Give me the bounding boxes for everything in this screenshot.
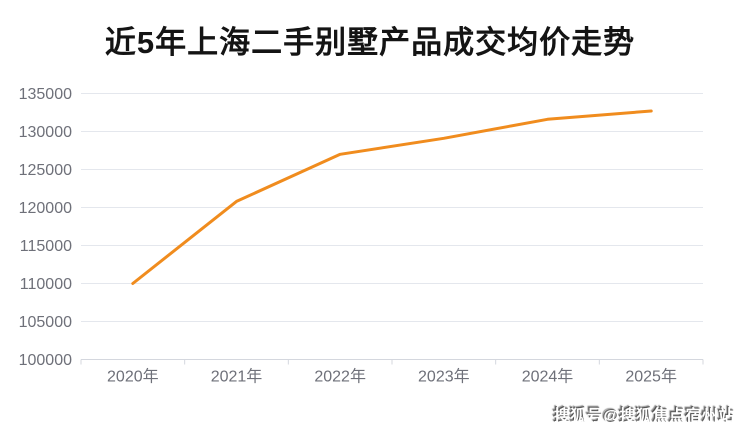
y-axis-tick-label: 125000 <box>19 162 72 179</box>
x-axis-tick-label: 2023年 <box>418 368 470 386</box>
y-axis-tick-label: 110000 <box>20 276 72 293</box>
watermark-text: 搜狐号@搜狐焦点宿州站 <box>553 408 735 425</box>
y-axis-tick-label: 120000 <box>19 200 72 217</box>
x-axis-tick-label: 2024年 <box>522 368 574 386</box>
x-axis-tick-label: 2022年 <box>314 368 366 386</box>
price-trend-line <box>131 109 653 285</box>
y-axis-tick-label: 105000 <box>19 314 72 331</box>
x-axis-tick-label: 2025年 <box>625 368 677 386</box>
y-axis-tick-label: 130000 <box>19 124 72 141</box>
y-axis-tick-label: 135000 <box>19 86 72 103</box>
x-axis-tick-label: 2021年 <box>211 368 263 386</box>
y-axis-tick-label: 115000 <box>20 238 72 255</box>
chart-title: 近5年上海二手别墅产品成交均价走势 <box>104 25 636 60</box>
x-axis-tick-label: 2020年 <box>107 368 159 386</box>
y-axis-tick-label: 100000 <box>19 352 72 369</box>
